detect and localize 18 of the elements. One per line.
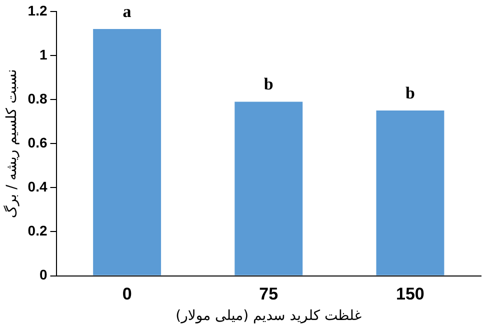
y-tick-label: 0.2	[28, 222, 48, 239]
annotation: b	[264, 74, 274, 94]
y-tick-label: 0	[39, 266, 48, 283]
x-tick-label: 150	[396, 284, 424, 304]
y-tick-label: 0.8	[28, 90, 48, 106]
annotation: b	[405, 83, 415, 102]
y-axis-title: نسبت کلسیم ریشه / برگ	[3, 69, 20, 218]
x-tick-label: 75	[259, 284, 278, 304]
y-tick-label: 0.4	[28, 178, 48, 195]
y-tick-label: 1	[39, 46, 48, 62]
x-axis-title: غلظت کلرید سدیم (میلی مولار)	[176, 308, 362, 324]
bar	[234, 102, 303, 276]
y-tick-label: 1.2	[28, 2, 48, 18]
bar	[93, 29, 162, 276]
bar	[376, 110, 444, 276]
x-tick-label: 0	[122, 284, 132, 304]
annotation: a	[122, 2, 132, 21]
y-tick-label: 0.6	[28, 134, 48, 150]
